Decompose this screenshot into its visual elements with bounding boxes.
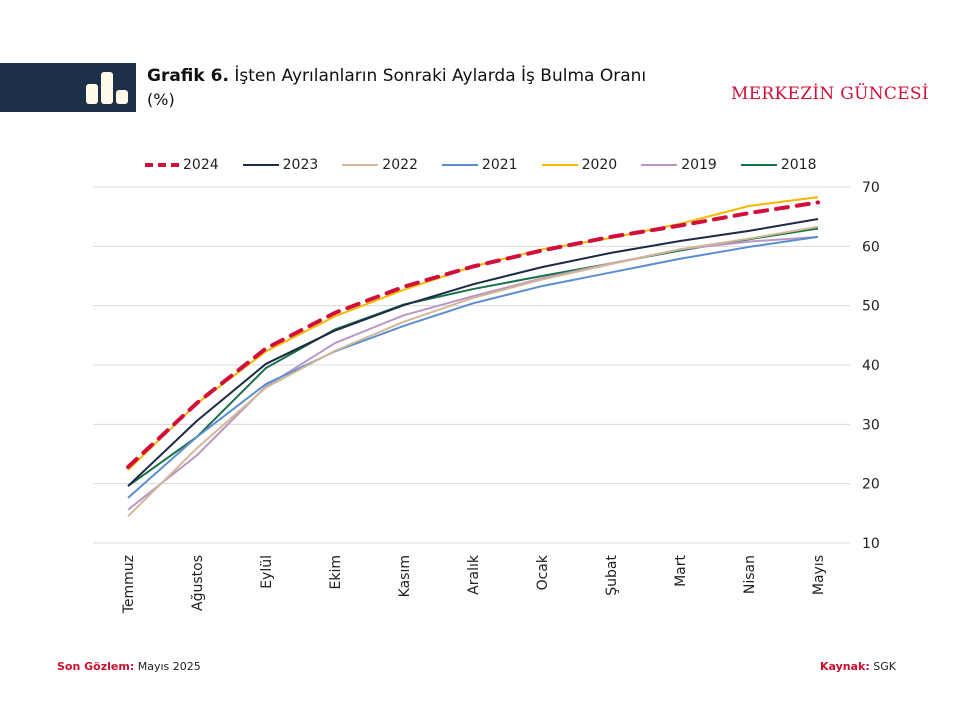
legend-item-2023: 2023 — [242, 157, 319, 173]
chart-title: Grafik 6. İşten Ayrılanların Sonraki Ayl… — [147, 64, 646, 88]
x-tick-label: Şubat — [604, 554, 620, 595]
y-tick-label: 50 — [862, 299, 880, 315]
legend-label: 2023 — [282, 157, 319, 173]
legend-label: 2020 — [581, 157, 618, 173]
x-tick-label: Temmuz — [121, 555, 137, 614]
x-tick-label: Aralık — [466, 554, 482, 595]
series-line-2020 — [127, 196, 819, 471]
legend-item-2021: 2021 — [441, 157, 518, 173]
brand-logo: MERKEZİN GÜNCESİ — [731, 84, 929, 104]
chart-subtitle: (%) — [147, 90, 175, 109]
series-line-2019 — [127, 235, 819, 511]
legend-swatch — [342, 164, 379, 166]
y-tick-label: 20 — [862, 477, 880, 493]
legend-swatch — [441, 164, 478, 166]
legend-label: 2022 — [382, 157, 418, 173]
footer-last-observation: Son Gözlem: Mayıs 2025 — [57, 660, 201, 673]
x-tick-label: Eylül — [259, 555, 275, 589]
source-value: SGK — [873, 660, 896, 673]
series-line-2021 — [127, 235, 819, 499]
x-tick-label: Mart — [673, 554, 689, 586]
y-tick-label: 30 — [862, 417, 880, 433]
legend-item-2018: 2018 — [740, 157, 817, 173]
x-tick-label: Ocak — [535, 554, 551, 590]
bar-chart-icon — [86, 72, 128, 104]
x-tick-label: Kasım — [397, 555, 413, 597]
x-tick-label: Ekim — [328, 555, 344, 589]
series-line-2023 — [127, 218, 819, 487]
legend-label: 2021 — [481, 157, 518, 173]
legend-swatch — [641, 164, 678, 166]
legend-swatch — [740, 164, 777, 166]
last-observation-value: Mayıs 2025 — [137, 660, 201, 673]
legend-item-2020: 2020 — [541, 157, 618, 173]
legend-item-2022: 2022 — [342, 157, 418, 173]
x-tick-label: Ağustos — [190, 555, 206, 611]
legend: 2024 2023 2022 2021 2020 2019 2018 — [145, 157, 840, 173]
series-line-2024 — [126, 200, 820, 470]
legend-label: 2024 — [183, 157, 219, 173]
footer-source: Kaynak: SGK — [820, 660, 896, 673]
legend-item-2024: 2024 — [145, 157, 219, 173]
y-tick-label: 70 — [862, 180, 880, 196]
legend-item-2019: 2019 — [641, 157, 717, 173]
header-band — [0, 63, 136, 112]
source-label: Kaynak: — [820, 660, 870, 673]
x-tick-label: Mayıs — [811, 555, 827, 595]
legend-swatch — [242, 164, 279, 166]
series-line-2022 — [127, 225, 819, 518]
y-tick-label: 40 — [862, 358, 880, 374]
y-tick-label: 10 — [862, 536, 880, 552]
y-tick-label: 60 — [862, 239, 880, 255]
legend-swatch — [541, 164, 578, 166]
chart-title-number: Grafik 6. — [147, 66, 229, 86]
x-tick-label: Nisan — [742, 555, 758, 594]
legend-label: 2018 — [780, 157, 817, 173]
last-observation-label: Son Gözlem: — [57, 660, 135, 673]
legend-swatch — [145, 163, 179, 167]
legend-label: 2019 — [681, 157, 717, 173]
chart-title-text: İşten Ayrılanların Sonraki Aylarda İş Bu… — [234, 66, 647, 86]
